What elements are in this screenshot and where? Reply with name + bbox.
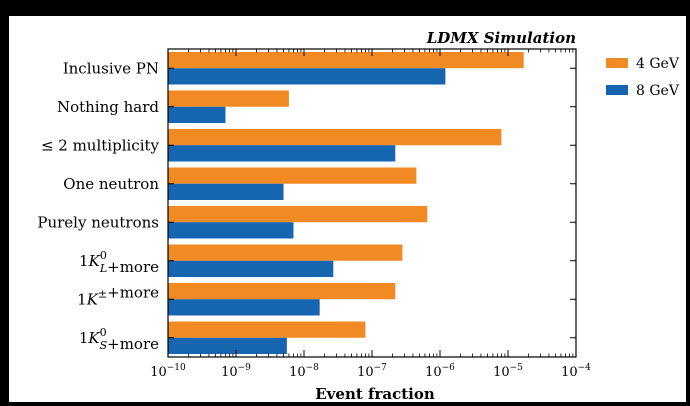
bar-4-gev-2 [168, 129, 502, 146]
category-label: Inclusive PN [63, 59, 159, 77]
bar-4-gev-5 [168, 244, 403, 261]
legend: 4 GeV 8 GeV [606, 56, 680, 99]
x-tick-label: 10−5 [493, 363, 523, 380]
bar-4-gev-6 [168, 283, 396, 300]
category-label: One neutron [63, 175, 159, 193]
bar-8-gev-7 [168, 337, 287, 354]
category-label: 1K0 L+more [79, 249, 159, 276]
bar-8-gev-4 [168, 222, 294, 239]
legend-label: 8 GeV [636, 83, 680, 99]
x-tick-label: 10−7 [357, 363, 387, 380]
x-tick-label: 10−6 [425, 363, 455, 380]
category-label: 1K±+more [77, 283, 159, 308]
bar-8-gev-3 [168, 183, 284, 200]
bar-8-gev-0 [168, 68, 446, 85]
x-tick-label: 10−8 [289, 363, 319, 380]
chart-annotation: LDMX Simulation [426, 29, 576, 47]
bar-4-gev-3 [168, 167, 417, 184]
x-tick-label: 10−10 [150, 363, 186, 380]
bar-4-gev-7 [168, 321, 366, 338]
category-label: Purely neutrons [37, 213, 159, 231]
bar-4-gev-4 [168, 206, 428, 223]
bar-8-gev-2 [168, 145, 396, 162]
category-label: Nothing hard [57, 98, 159, 116]
bar-4-gev-0 [168, 52, 524, 69]
x-tick-label: 10−4 [561, 363, 591, 380]
x-tick-label: 10−9 [221, 363, 251, 380]
category-label: ≤ 2 multiplicity [41, 136, 160, 154]
bar-8-gev-5 [168, 260, 334, 277]
x-axis-label: Event fraction [315, 385, 435, 402]
bar-8-gev-6 [168, 299, 320, 316]
bar-8-gev-1 [168, 106, 226, 123]
category-label: 1K0 S+more [79, 326, 159, 353]
legend-swatch [606, 85, 628, 95]
bar-4-gev-1 [168, 90, 289, 107]
figure: Inclusive PN Nothing hard ≤ 2 multiplicity… [9, 16, 686, 402]
legend-swatch [606, 58, 628, 68]
legend-label: 4 GeV [636, 56, 680, 72]
chart: Inclusive PN Nothing hard ≤ 2 multiplicity… [37, 29, 680, 402]
